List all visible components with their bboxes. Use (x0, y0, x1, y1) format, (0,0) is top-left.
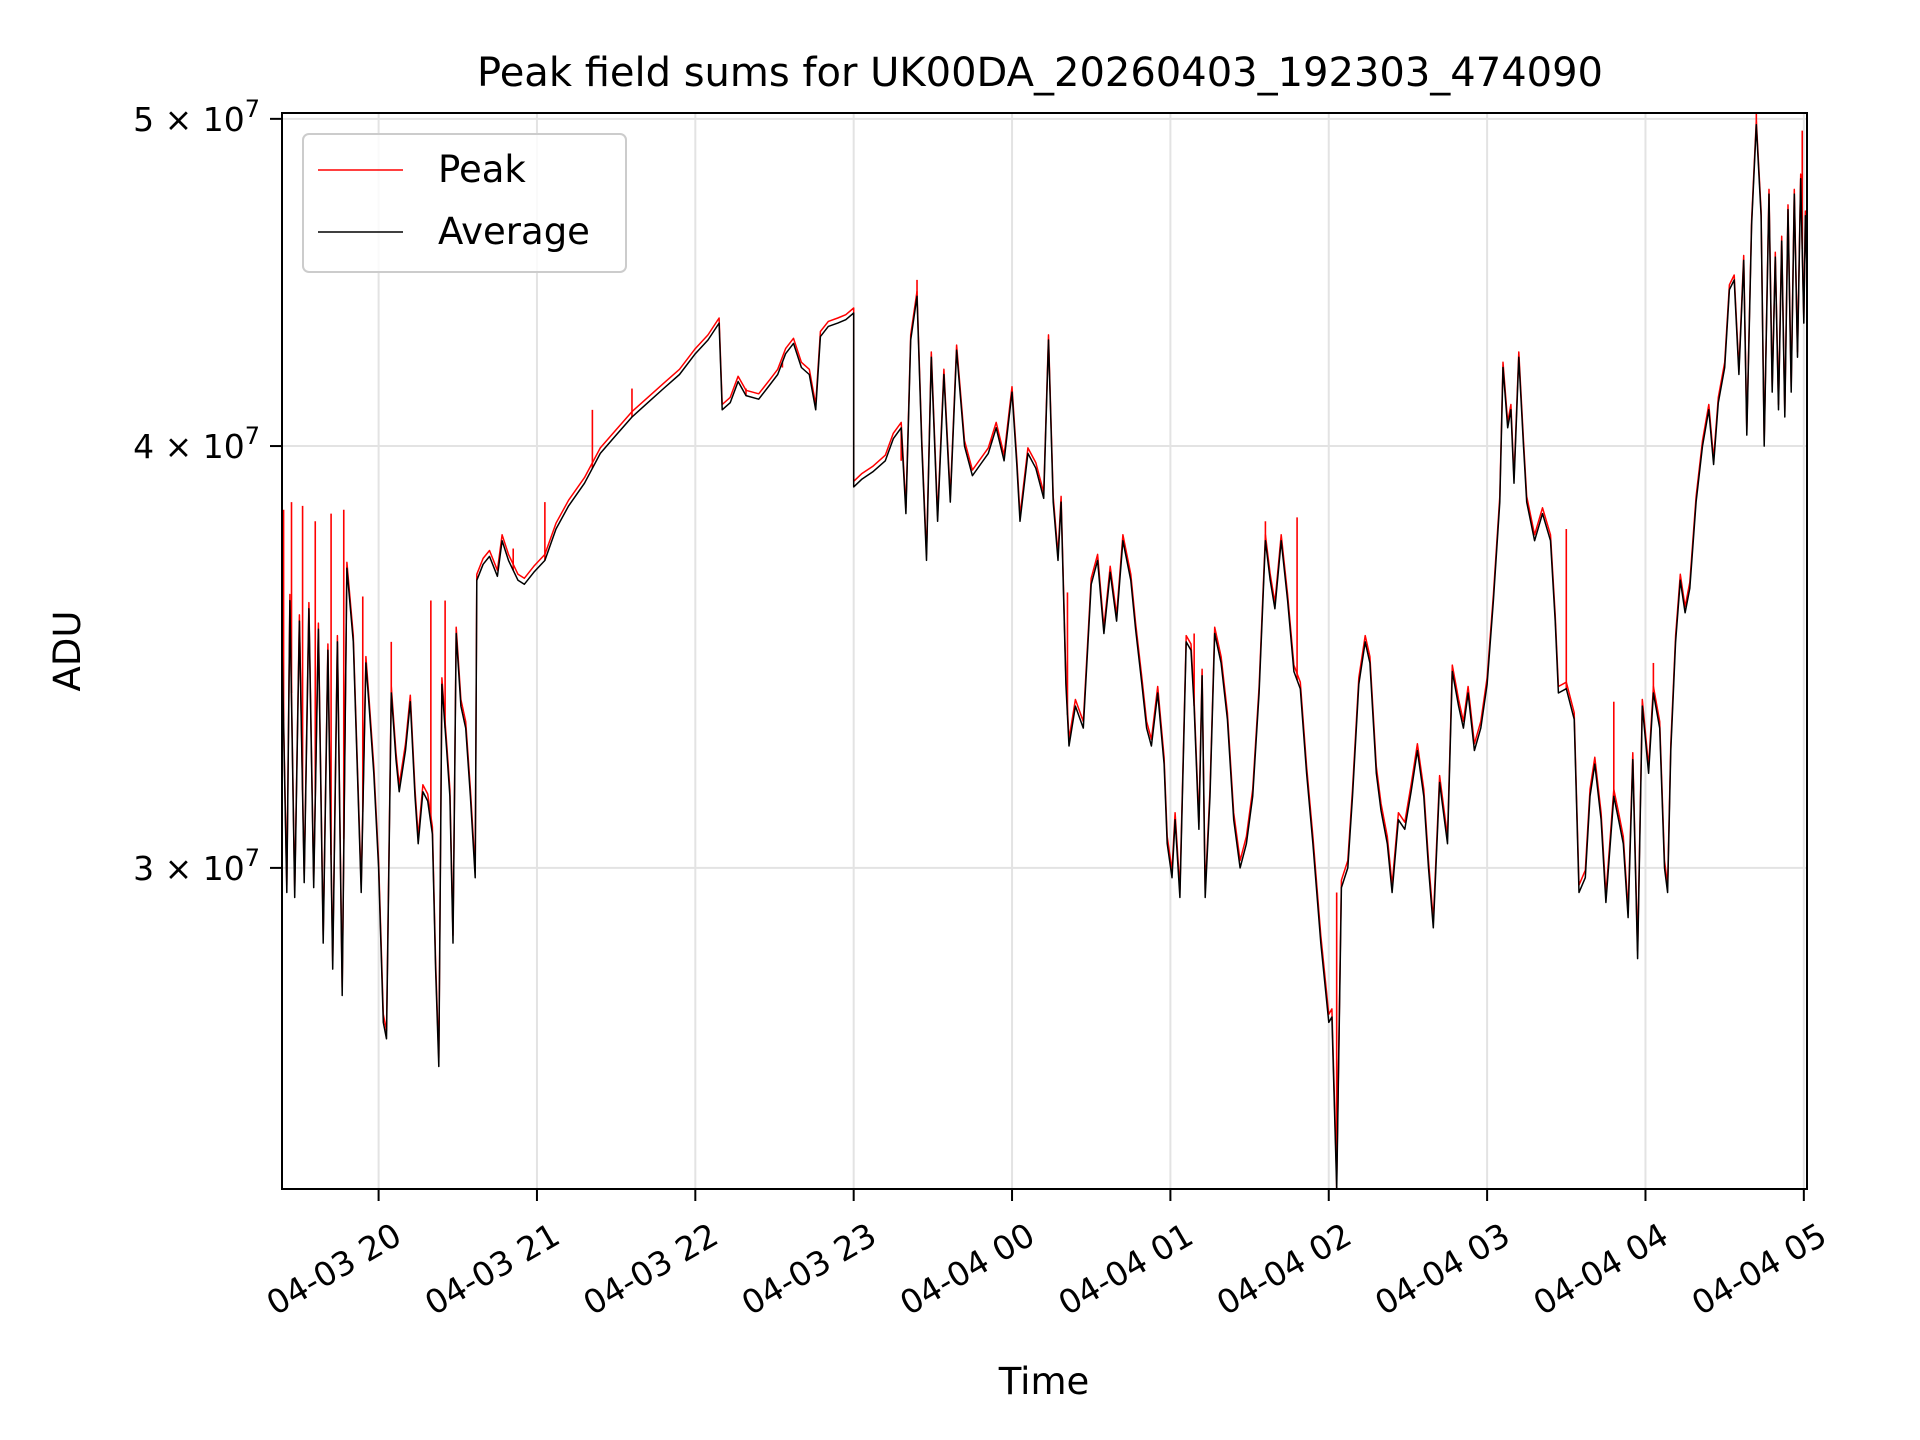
y-tick-exponent: 7 (245, 95, 260, 123)
legend-label-average: Average (438, 210, 590, 253)
x-axis-label: Time (998, 1360, 1090, 1403)
legend-box (302, 133, 627, 273)
chart-title: Peak field sums for UK00DA_20260403_1923… (477, 50, 1603, 96)
legend-label-peak: Peak (438, 148, 526, 191)
series-line-average (281, 123, 1808, 1190)
y-tick-label: 3 × 107 (133, 844, 260, 888)
y-tick-exponent: 7 (245, 422, 260, 450)
plot-frame (281, 112, 1808, 1190)
y-tick-label: 4 × 107 (133, 422, 260, 466)
y-tick-exponent: 7 (245, 844, 260, 872)
legend: Peak Average (302, 133, 627, 273)
grid-layer (282, 113, 1807, 1189)
series-layer (281, 113, 1808, 1190)
y-tick-mantissa: 5 (133, 100, 154, 139)
y-axis-label: ADU (46, 611, 89, 692)
y-tick-mantissa: 3 (133, 849, 154, 888)
y-tick-label: 5 × 107 (133, 95, 260, 139)
y-tick-mantissa: 4 (133, 427, 154, 466)
